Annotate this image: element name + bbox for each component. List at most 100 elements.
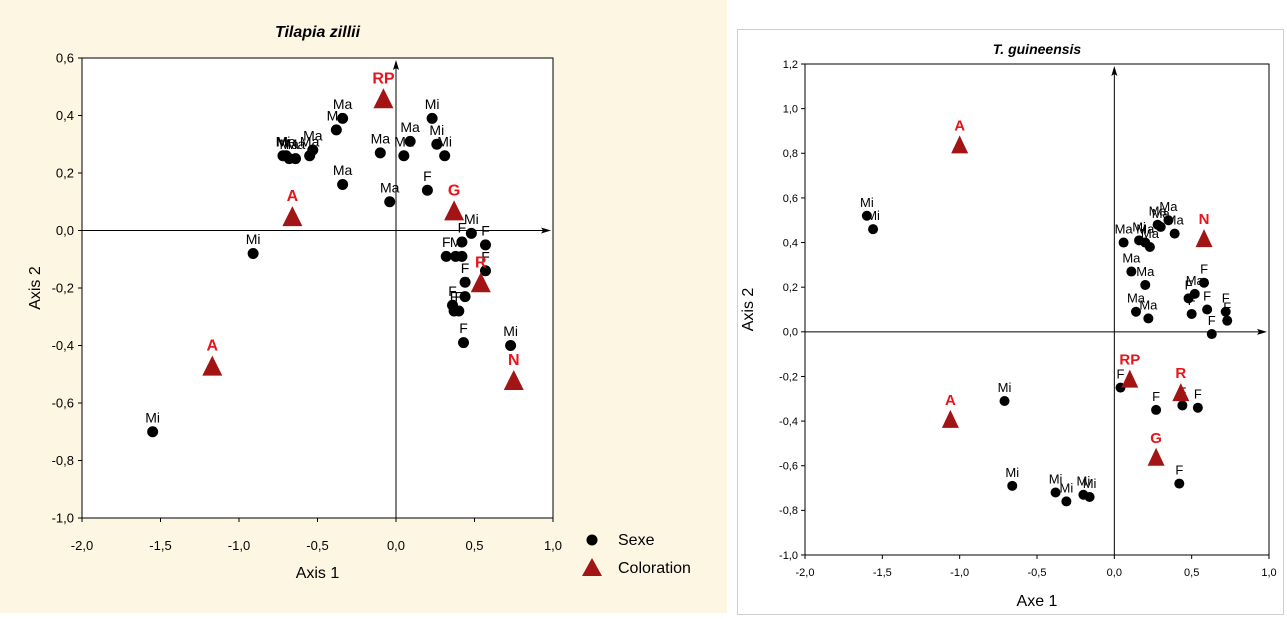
- y-tick-label: -0,6: [52, 396, 74, 411]
- sexe-point-label: Ma: [1139, 297, 1158, 312]
- sexe-point-label: F: [481, 222, 490, 238]
- coloration-point: [1121, 369, 1139, 388]
- sexe-point: [465, 227, 477, 239]
- x-tick-label: -0,5: [1028, 567, 1047, 579]
- y-tick-label: -1,0: [52, 511, 74, 526]
- x-tick-label: 0,5: [1184, 567, 1199, 579]
- sexe-point: [1177, 400, 1188, 411]
- x-tick-label: 1,0: [544, 538, 562, 553]
- sexe-point-label: F: [1203, 289, 1211, 304]
- sexe-point-label: Ma: [280, 136, 300, 152]
- sexe-point-label: Mi: [145, 409, 160, 425]
- x-tick-label: -2,0: [71, 538, 93, 553]
- legend-coloration-label: Coloration: [618, 560, 691, 577]
- sexe-point-label: Ma: [1127, 291, 1146, 306]
- sexe-point: [868, 224, 879, 235]
- sexe-point: [1199, 277, 1210, 288]
- sexe-point-label: Mi: [246, 231, 261, 247]
- x-tick-label: 0,0: [387, 538, 405, 553]
- sexe-point: [1155, 221, 1166, 232]
- sexe-point-label: Ma: [1136, 264, 1155, 279]
- sexe-point-label: Ma: [276, 133, 296, 149]
- x-axis-label: Axis 1: [296, 565, 340, 582]
- y-tick-label: 0,2: [783, 282, 798, 294]
- coloration-point-label: RP: [372, 70, 395, 87]
- sexe-point: [439, 150, 451, 162]
- coloration-point-label: R: [475, 254, 487, 271]
- y-tick-label: 0,6: [56, 51, 74, 66]
- sexe-point-label: Mi: [276, 133, 291, 149]
- y-tick-label: 0,8: [783, 148, 798, 160]
- sexe-point-label: Ma: [380, 179, 400, 195]
- sexe-point: [1050, 487, 1061, 498]
- sexe-point-label: Mi: [860, 195, 874, 210]
- sexe-point: [453, 305, 465, 317]
- y-tick-label: 1,0: [783, 103, 798, 115]
- y-axis-label: Axis 2: [27, 266, 44, 310]
- sexe-point: [505, 340, 517, 351]
- sexe-point: [147, 426, 159, 438]
- sexe-point-label: Mi: [503, 323, 518, 339]
- x-tick-label: 0,5: [465, 538, 483, 553]
- legend-sexe-icon: [586, 534, 598, 546]
- sexe-point-label: F: [1152, 389, 1160, 404]
- sexe-point: [999, 396, 1010, 407]
- sexe-point-label: Ma: [286, 136, 306, 152]
- coloration-point: [1195, 229, 1213, 248]
- x-tick-label: -0,5: [306, 538, 328, 553]
- sexe-point-label: F: [458, 234, 467, 250]
- x-axis-label: Axe 1: [1017, 593, 1058, 610]
- sexe-point-label: F: [448, 283, 457, 299]
- sexe-point-label: F: [461, 260, 470, 276]
- sexe-point: [1169, 228, 1180, 239]
- sexe-point-label: F: [450, 289, 459, 305]
- sexe-point: [1202, 304, 1213, 315]
- right-chart-panel: T. guineensis -2,0 -1,5 -1,0 -0,5 0,0 0,5 1,0 -1…: [737, 29, 1284, 615]
- chart-title: T. guineensis: [993, 41, 1082, 57]
- sexe-point-label: Mi: [1077, 474, 1091, 489]
- legend-coloration-icon: [582, 558, 602, 576]
- sexe-point: [861, 210, 872, 221]
- coloration-point-label: G: [1150, 430, 1162, 447]
- y-axis-label: Axis 2: [740, 288, 757, 332]
- y-tick-label: -0,4: [52, 338, 74, 353]
- sexe-point-label: Ma: [1166, 213, 1185, 228]
- tilapia-zillii-chart: Tilapia zillii -2,0 -1,5 -1,0 -0,5 0,0 0,5 1,0 -…: [27, 24, 691, 582]
- sexe-point-label: Mi: [429, 122, 444, 138]
- sexe-point: [384, 196, 396, 208]
- sexe-point: [1151, 404, 1162, 415]
- sexe-point: [374, 147, 386, 159]
- sexe-point: [337, 112, 349, 124]
- sexe-point-label: F: [1185, 277, 1193, 292]
- sexe-point: [398, 150, 410, 162]
- sexe-point-label: Ma: [303, 128, 323, 144]
- sexe-point-label: Ma: [1136, 222, 1155, 237]
- sexe-point-label: Ma: [1141, 226, 1160, 241]
- sexe-point-label: F: [461, 274, 470, 290]
- sexe-point-label: Ma: [1149, 204, 1168, 219]
- sexe-point: [1084, 491, 1095, 502]
- sexe-point-label: Mi: [1005, 465, 1019, 480]
- sexe-point-label: F: [1188, 293, 1196, 308]
- sexe-point: [247, 248, 259, 259]
- sexe-point-label: Mi: [1083, 476, 1097, 491]
- sexe-point-label: F: [459, 320, 468, 336]
- coloration-point-label: A: [954, 117, 965, 134]
- sexe-point-label: F: [1223, 300, 1231, 315]
- zero-axis-arrow-right: [541, 227, 551, 234]
- sexe-point: [456, 250, 468, 262]
- y-tick-label: 0,0: [56, 223, 74, 238]
- zero-axis-arrow-right: [1257, 328, 1267, 335]
- coloration-point: [202, 355, 223, 376]
- left-chart-panel: Tilapia zillii -2,0 -1,5 -1,0 -0,5 0,0 0,5 1,0 -…: [0, 0, 727, 613]
- sexe-point-label: Mi: [866, 208, 880, 223]
- y-tick-label: -0,8: [52, 453, 74, 468]
- sexe-point: [1144, 242, 1155, 253]
- sexe-point-label: F: [481, 248, 490, 264]
- sexe-point: [1206, 329, 1217, 340]
- sexe-point: [1140, 279, 1151, 290]
- sexe-point-label: Ma: [371, 130, 391, 146]
- sexe-point: [1186, 308, 1197, 319]
- sexe-point: [421, 184, 433, 196]
- coloration-point: [373, 88, 394, 109]
